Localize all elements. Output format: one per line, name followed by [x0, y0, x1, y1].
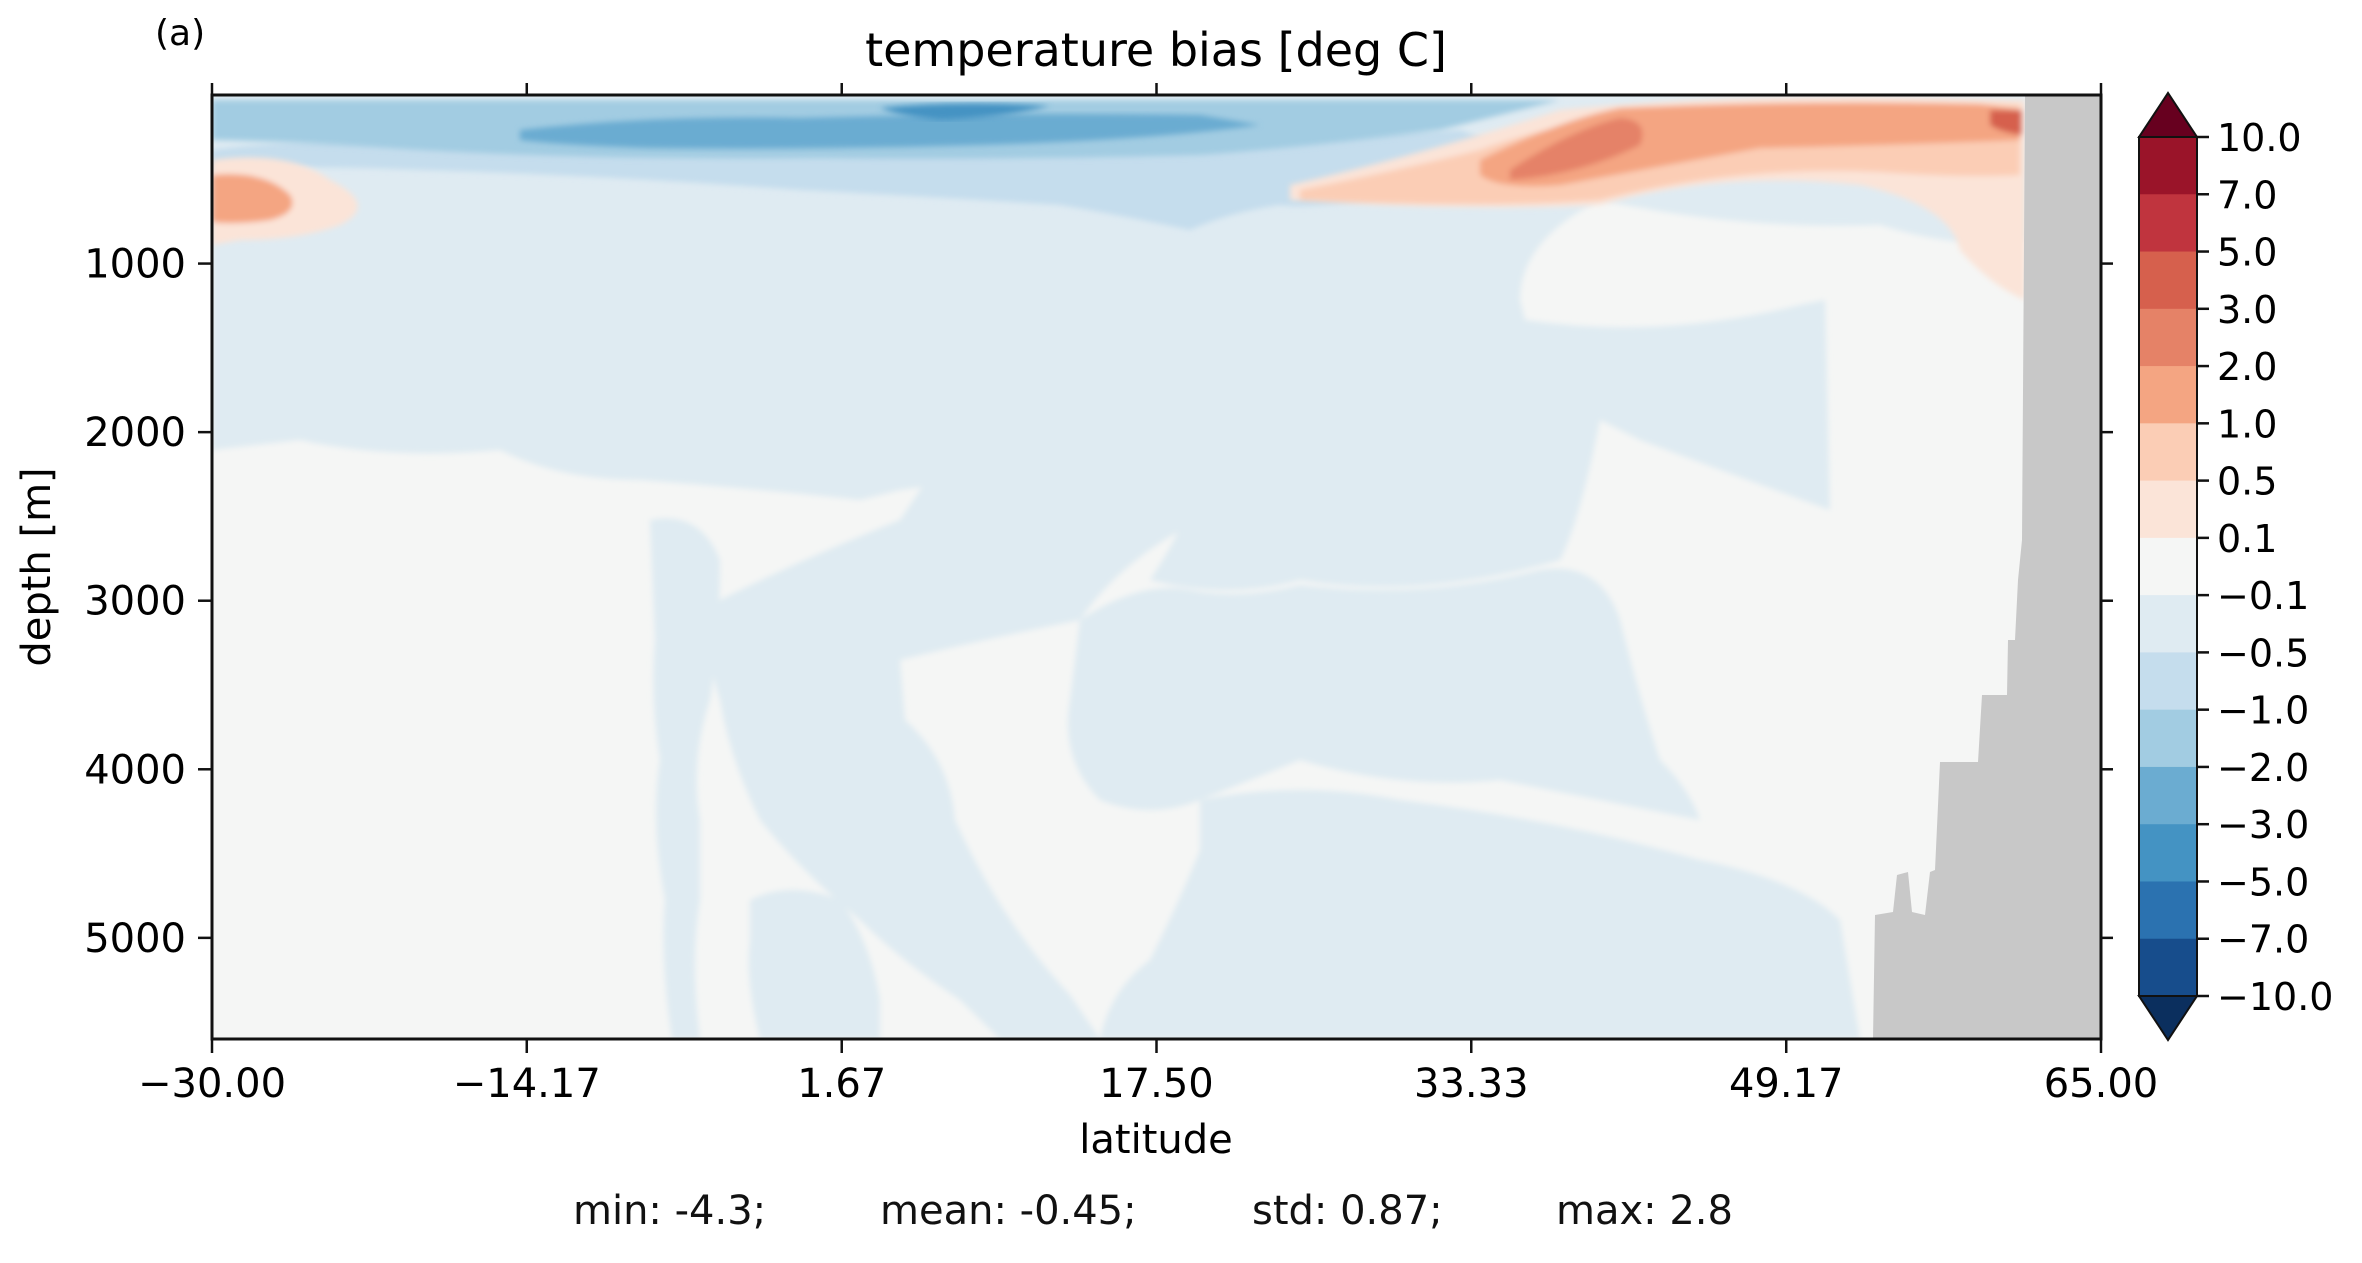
colorbar-tick-label: 3.0	[2217, 288, 2277, 332]
colorbar-frame	[2138, 136, 2198, 997]
western-deep-lobe	[650, 518, 720, 1039]
cold-core-center	[880, 103, 1050, 120]
colorbar-tick-label: −5.0	[2217, 860, 2309, 904]
x-tick-label: 49.17	[1729, 1061, 1844, 1107]
light-cool-regions	[212, 95, 2025, 1039]
panel-label: (a)	[155, 13, 205, 54]
colorbar-tick-label: −2.0	[2217, 746, 2309, 790]
equatorial-deep-tongue	[710, 458, 1200, 1039]
colorbar-tick-label: 5.0	[2217, 231, 2277, 275]
colorbar-swatch	[2139, 595, 2197, 653]
very-cool-regions	[880, 103, 1050, 120]
colorbar-tick-label: −10.0	[2217, 975, 2333, 1019]
chart-title: temperature bias [deg C]	[865, 23, 1447, 77]
colorbar-tick-label: −0.1	[2217, 574, 2309, 618]
colorbar-swatch	[2139, 308, 2197, 367]
colorbar-tick-label: 1.0	[2217, 402, 2277, 446]
colorbar-swatch	[2139, 766, 2197, 825]
stat-max: max: 2.8	[1556, 1188, 1733, 1234]
colorbar-swatch	[2139, 423, 2197, 482]
y-axis-label: depth [m]	[14, 467, 60, 666]
x-tick-label: −14.17	[453, 1061, 601, 1107]
x-axis: −30.00 −14.17 1.67 17.50 33.33 49.17 65.00	[138, 83, 2158, 1107]
x-tick-label: 65.00	[2044, 1061, 2159, 1107]
colorbar-tick-label: −1.0	[2217, 689, 2309, 733]
upper-cool-layer	[212, 95, 2025, 590]
colorbar-tick-label: −0.5	[2217, 631, 2309, 675]
warm-regions	[212, 96, 2025, 300]
colorbar-swatch	[2139, 137, 2197, 195]
deep-southern-region	[1100, 790, 1860, 1039]
colorbar-tick-label: 10.0	[2217, 116, 2302, 160]
y-tick-label: 1000	[84, 242, 186, 288]
plot-area	[212, 95, 2101, 1039]
colorbar-tick-label: −3.0	[2217, 803, 2309, 847]
colorbar-swatch	[2139, 537, 2197, 596]
y-tick-label: 2000	[84, 410, 186, 456]
northern-warm-peak	[1510, 118, 1643, 180]
stat-std: std: 0.87;	[1252, 1188, 1443, 1234]
colorbar-swatch	[2139, 938, 2197, 997]
central-abyssal-region	[1068, 568, 1700, 820]
y-axis: 1000 2000 3000 4000 5000	[84, 242, 212, 962]
colorbar-tick-label: 7.0	[2217, 173, 2277, 217]
x-tick-label: 17.50	[1099, 1061, 1214, 1107]
southern-warm-lens-core	[212, 174, 293, 224]
colorbar-swatch	[2139, 881, 2197, 940]
strong-cool-regions	[520, 114, 1260, 149]
southern-deep-lobe	[748, 890, 880, 1039]
stat-mean: mean: -0.45;	[880, 1188, 1137, 1234]
x-axis-label: latitude	[1079, 1117, 1232, 1163]
y-tick-label: 3000	[84, 579, 186, 625]
colorbar-tick-label: 0.1	[2217, 517, 2277, 561]
boundary-warm-peak	[1990, 110, 2022, 135]
x-tick-label: 33.33	[1414, 1061, 1529, 1107]
colorbar-tick-label: 0.5	[2217, 460, 2277, 504]
colorbar-swatch	[2139, 251, 2197, 310]
colorbar-swatch	[2139, 709, 2197, 768]
x-tick-label: 1.67	[797, 1061, 886, 1107]
colorbar-swatch	[2139, 480, 2197, 539]
colorbar-swatch	[2139, 194, 2197, 253]
land-mask	[1873, 95, 2101, 1039]
cold-core-west	[520, 114, 1260, 149]
colorbar-tick-label: 2.0	[2217, 345, 2277, 389]
colorbar-extend-max	[2137, 91, 2199, 138]
y-axis-right-ticks	[2101, 262, 2113, 940]
colorbar-swatch	[2139, 366, 2197, 424]
y-tick-label: 5000	[84, 916, 186, 962]
colorbar-extend-min	[2137, 995, 2199, 1042]
colorbar-swatch	[2139, 652, 2197, 711]
x-tick-label: −30.00	[138, 1061, 286, 1107]
colorbar: 10.0 7.0 5.0 3.0 2.0 1.0 0.5 0.1 −0.1 −0.5 −1.0 −2.…	[2137, 91, 2333, 1042]
colorbar-swatch	[2139, 824, 2197, 883]
stat-min: min: -4.3;	[573, 1188, 767, 1234]
y-tick-label: 4000	[84, 747, 186, 793]
colorbar-tick-label: −7.0	[2217, 918, 2309, 962]
